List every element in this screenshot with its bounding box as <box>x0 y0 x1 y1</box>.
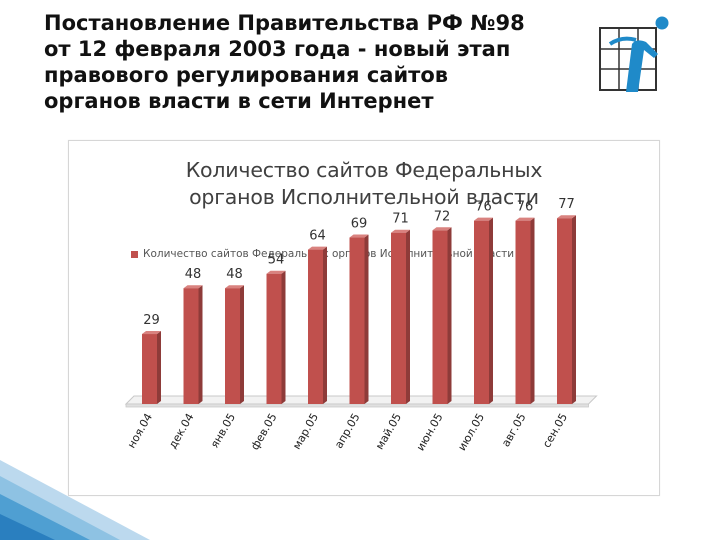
bar-side <box>323 246 327 404</box>
bar-side <box>530 217 535 404</box>
data-label: 69 <box>351 217 368 232</box>
bar-side <box>489 217 493 404</box>
data-label: 76 <box>475 200 492 215</box>
bar-top <box>349 234 369 238</box>
chart-title-line: органов Исполнительной власти <box>189 185 539 209</box>
data-label: 48 <box>185 267 202 282</box>
x-tick-label: сен.05 <box>540 411 570 450</box>
legend-label: Количество сайтов Федеральных органов Ис… <box>143 248 515 260</box>
bar <box>557 218 572 404</box>
bar <box>474 220 489 404</box>
slide-title-line: органов власти в сети Интернет <box>44 89 434 113</box>
x-tick-label: мар.05 <box>290 411 321 452</box>
bar-top <box>391 229 410 233</box>
data-label: 76 <box>517 200 534 215</box>
bar <box>266 273 282 404</box>
bar-side <box>364 234 369 404</box>
bar <box>183 288 199 404</box>
bar <box>391 232 406 404</box>
x-tick-label: ноя.04 <box>125 411 155 450</box>
bar <box>515 220 531 404</box>
bar-top <box>474 217 493 221</box>
bar-side <box>447 227 452 404</box>
data-label: 72 <box>434 209 451 224</box>
bar-side <box>157 331 161 404</box>
bar-top <box>432 227 452 231</box>
chart-floor-edge <box>125 403 589 408</box>
x-tick-label: июн.05 <box>414 411 446 453</box>
chart-title: Количество сайтов Федеральных органов Ис… <box>69 157 659 211</box>
x-tick-label: июл.05 <box>455 411 487 453</box>
bar <box>142 334 157 404</box>
bar-top <box>142 331 161 335</box>
slide-title-line: правового регулирования сайтов <box>44 63 449 87</box>
bar-top <box>557 215 576 219</box>
bar <box>308 249 323 404</box>
legend-swatch <box>131 250 138 258</box>
chart-legend: Количество сайтов Федеральных органов Ис… <box>131 247 514 261</box>
data-label: 71 <box>392 212 409 227</box>
bar-side <box>572 215 576 404</box>
data-label: 64 <box>309 229 326 244</box>
bar <box>225 288 240 404</box>
data-label: 29 <box>143 313 160 328</box>
bar <box>349 237 365 404</box>
bar-top <box>515 217 535 221</box>
bar-top <box>308 246 327 250</box>
corner-decoration <box>0 460 150 540</box>
slide-title-line: Постановление Правительства РФ №98 <box>44 11 525 35</box>
bar <box>432 230 448 404</box>
slide-title: Постановление Правительства РФ №98 от 12… <box>44 10 584 114</box>
bar-side <box>198 285 203 404</box>
chart-title-line: Количество сайтов Федеральных <box>185 158 543 182</box>
bar-side <box>281 270 286 404</box>
bar-top <box>225 285 244 289</box>
slide-title-line: от 12 февраля 2003 года - новый этап <box>44 37 511 61</box>
emblem-logo <box>599 16 669 92</box>
x-tick-label: апр.05 <box>332 411 362 451</box>
data-label: 54 <box>268 253 285 268</box>
x-tick-label: янв.05 <box>208 411 238 450</box>
bar-top <box>266 270 286 274</box>
x-tick-label: дек.04 <box>166 411 197 451</box>
x-tick-label: авг.05 <box>499 411 529 449</box>
bar-top <box>183 285 203 289</box>
x-tick-label: май.05 <box>373 411 404 452</box>
x-tick-label: фев.05 <box>248 411 279 452</box>
bar-chart-plot: 29 ноя.04 48 дек.04 48 янв.05 54 фев.05 64 мар.05… <box>124 197 598 453</box>
bar-side <box>406 229 410 404</box>
bar-side <box>240 285 244 404</box>
data-label: 48 <box>226 267 243 282</box>
data-label: 77 <box>558 197 575 212</box>
